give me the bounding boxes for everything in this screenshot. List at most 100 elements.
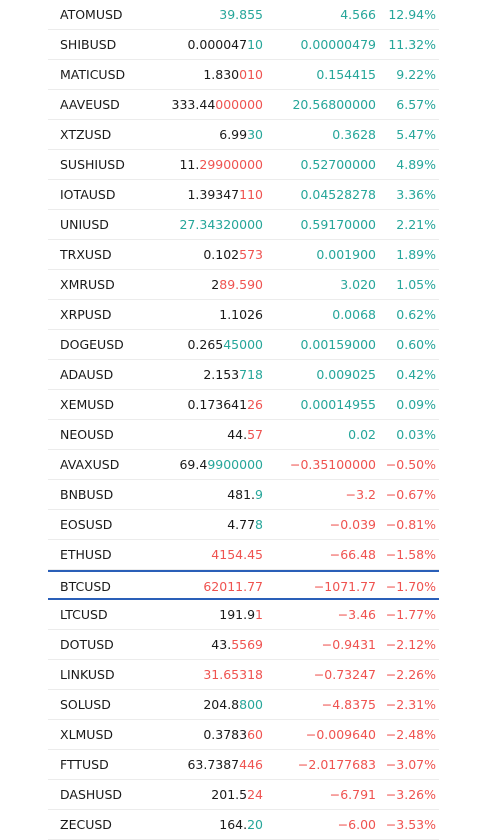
- change-value: −6.791: [329, 787, 376, 802]
- symbol-label: BNBUSD: [60, 487, 114, 502]
- last-price: 1.1026: [219, 300, 263, 329]
- symbol-label: XEMUSD: [60, 397, 114, 412]
- change-value: −0.009640: [305, 727, 376, 742]
- watchlist-row-adausd[interactable]: ADAUSD 2.153718 0.009025 0.42%: [48, 360, 439, 390]
- last-price: 63.7387446: [187, 750, 263, 779]
- last-price-changed-digits: 10: [247, 37, 263, 52]
- watchlist-row-neousd[interactable]: NEOUSD 44.57 0.02 0.03%: [48, 420, 439, 450]
- last-price-changed-digits: 4154.45: [211, 547, 263, 562]
- watchlist-row-solusd[interactable]: SOLUSD 204.8800 −4.8375 −2.31%: [48, 690, 439, 720]
- last-price: 204.8800: [203, 690, 263, 719]
- change-value: 0.001900: [316, 247, 376, 262]
- symbol-label: XMRUSD: [60, 277, 115, 292]
- last-price-changed-digits: 9900000: [207, 457, 263, 472]
- last-price-static: 63.7387: [187, 757, 240, 772]
- last-price-changed-digits: 31.65318: [203, 667, 263, 682]
- watchlist-row-dotusd[interactable]: DOTUSD 43.5569 −0.9431 −2.12%: [48, 630, 439, 660]
- last-price: 62011.77: [203, 572, 263, 601]
- change-value: −0.039: [329, 517, 376, 532]
- symbol-label: AAVEUSD: [60, 97, 120, 112]
- last-price-changed-digits: 89.590: [219, 277, 263, 292]
- last-price: 31.65318: [203, 660, 263, 689]
- change-percent: 12.94%: [388, 7, 436, 22]
- change-value: 0.02: [348, 427, 376, 442]
- symbol-label: FTTUSD: [60, 757, 109, 772]
- watchlist-row-atomusd[interactable]: ATOMUSD 39.855 4.566 12.94%: [48, 0, 439, 30]
- watchlist-row-btcusd[interactable]: BTCUSD 62011.77 −1071.77 −1.70%: [48, 570, 439, 600]
- change-value: −3.46: [337, 607, 376, 622]
- watchlist-row-linkusd[interactable]: LINKUSD 31.65318 −0.73247 −2.26%: [48, 660, 439, 690]
- watchlist-row-maticusd[interactable]: MATICUSD 1.830010 0.154415 9.22%: [48, 60, 439, 90]
- watchlist-row-xrpusd[interactable]: XRPUSD 1.1026 0.0068 0.62%: [48, 300, 439, 330]
- last-price-changed-digits: 60: [247, 727, 263, 742]
- watchlist-row-dogeusd[interactable]: DOGEUSD 0.26545000 0.00159000 0.60%: [48, 330, 439, 360]
- watchlist-row-aaveusd[interactable]: AAVEUSD 333.44000000 20.56800000 6.57%: [48, 90, 439, 120]
- change-percent: −3.26%: [385, 787, 436, 802]
- watchlist-row-ltcusd[interactable]: LTCUSD 191.91 −3.46 −1.77%: [48, 600, 439, 630]
- change-percent: 11.32%: [388, 37, 436, 52]
- symbol-label: XRPUSD: [60, 307, 112, 322]
- last-price-changed-digits: 45000: [223, 337, 263, 352]
- watchlist-row-xemusd[interactable]: XEMUSD 0.17364126 0.00014955 0.09%: [48, 390, 439, 420]
- last-price-static: 0.000047: [187, 37, 248, 52]
- change-percent: −2.26%: [385, 667, 436, 682]
- watchlist-row-eosusd[interactable]: EOSUSD 4.778 −0.039 −0.81%: [48, 510, 439, 540]
- change-value: 0.52700000: [300, 157, 376, 172]
- change-percent: −0.50%: [385, 457, 436, 472]
- last-price: 0.102573: [203, 240, 263, 269]
- change-percent: −2.12%: [385, 637, 436, 652]
- last-price-static: 0.173641: [187, 397, 248, 412]
- symbol-label: SUSHIUSD: [60, 157, 125, 172]
- watchlist-row-xtzusd[interactable]: XTZUSD 6.9930 0.3628 5.47%: [48, 120, 439, 150]
- last-price: 201.524: [211, 780, 263, 809]
- change-percent: −1.58%: [385, 547, 436, 562]
- last-price-changed-digits: 57: [247, 427, 263, 442]
- last-price: 289.590: [211, 270, 263, 299]
- last-price-static: 0.265: [187, 337, 224, 352]
- change-percent: −2.31%: [385, 697, 436, 712]
- watchlist-row-iotausd[interactable]: IOTAUSD 1.39347110 0.04528278 3.36%: [48, 180, 439, 210]
- last-price-changed-digits: 718: [239, 367, 263, 382]
- last-price-changed-digits: 110: [239, 187, 263, 202]
- change-percent: −1.70%: [385, 579, 436, 594]
- watchlist-row-zecusd[interactable]: ZECUSD 164.20 −6.00 −3.53%: [48, 810, 439, 840]
- watchlist-row-dashusd[interactable]: DASHUSD 201.524 −6.791 −3.26%: [48, 780, 439, 810]
- change-value: 0.3628: [332, 127, 376, 142]
- change-value: 3.020: [340, 277, 376, 292]
- watchlist-row-xmrusd[interactable]: XMRUSD 289.590 3.020 1.05%: [48, 270, 439, 300]
- change-percent: −0.81%: [385, 517, 436, 532]
- last-price: 39.855: [219, 0, 263, 29]
- last-price-changed-digits: 20: [247, 817, 263, 832]
- last-price: 191.91: [219, 600, 263, 629]
- last-price: 333.44000000: [172, 90, 263, 119]
- last-price-static: 1.1026: [219, 307, 263, 322]
- symbol-label: LINKUSD: [60, 667, 115, 682]
- last-price-static: 481.: [227, 487, 256, 502]
- last-price-static: 1.39347: [187, 187, 240, 202]
- watchlist-row-bnbusd[interactable]: BNBUSD 481.9 −3.2 −0.67%: [48, 480, 439, 510]
- symbol-label: ADAUSD: [60, 367, 114, 382]
- change-percent: −3.07%: [385, 757, 436, 772]
- watchlist-row-xlmusd[interactable]: XLMUSD 0.378360 −0.009640 −2.48%: [48, 720, 439, 750]
- watchlist-row-uniusd[interactable]: UNIUSD 27.34320000 0.59170000 2.21%: [48, 210, 439, 240]
- watchlist-row-fttusd[interactable]: FTTUSD 63.7387446 −2.0177683 −3.07%: [48, 750, 439, 780]
- watchlist-row-shibusd[interactable]: SHIBUSD 0.00004710 0.00000479 11.32%: [48, 30, 439, 60]
- symbol-label: XLMUSD: [60, 727, 114, 742]
- last-price-changed-digits: 29900000: [199, 157, 263, 172]
- change-percent: 0.09%: [396, 397, 436, 412]
- watchlist-row-trxusd[interactable]: TRXUSD 0.102573 0.001900 1.89%: [48, 240, 439, 270]
- last-price: 0.00004710: [187, 30, 263, 59]
- last-price-static: 11.: [179, 157, 200, 172]
- watchlist-row-sushiusd[interactable]: SUSHIUSD 11.29900000 0.52700000 4.89%: [48, 150, 439, 180]
- symbol-label: SHIBUSD: [60, 37, 117, 52]
- symbol-label: UNIUSD: [60, 217, 109, 232]
- last-price-static: 333.44: [171, 97, 216, 112]
- change-percent: 0.03%: [396, 427, 436, 442]
- symbol-label: BTCUSD: [60, 579, 111, 594]
- watchlist-row-avaxusd[interactable]: AVAXUSD 69.49900000 −0.35100000 −0.50%: [48, 450, 439, 480]
- symbol-label: SOLUSD: [60, 697, 111, 712]
- change-percent: 1.89%: [396, 247, 436, 262]
- last-price: 6.9930: [219, 120, 263, 149]
- watchlist-row-ethusd[interactable]: ETHUSD 4154.45 −66.48 −1.58%: [48, 540, 439, 570]
- change-percent: 6.57%: [396, 97, 436, 112]
